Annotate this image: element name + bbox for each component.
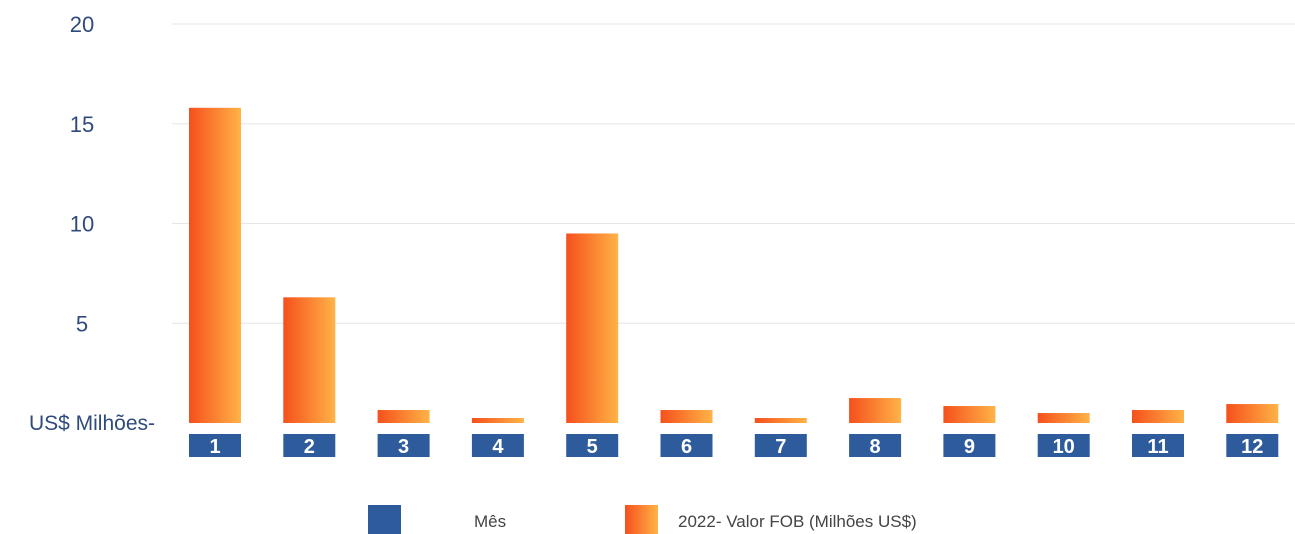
bar-month-1 [189,107,241,423]
month-box-2 [283,434,336,457]
month-label: 2 [304,436,315,458]
legend-swatch-series [625,505,658,534]
month-box-9 [943,434,996,457]
month-labels: 1 2 3 4 5 6 7 8 9 10 11 12 [189,434,1279,458]
month-box-3 [377,434,430,457]
month-label: 9 [964,436,975,458]
month-label: 1 [209,436,220,458]
month-box-12 [1226,434,1279,457]
y-axis-label: US$ Milhões- [29,412,155,435]
month-box-6 [660,434,713,457]
bar-month-12 [1226,404,1279,423]
month-box-5 [566,434,619,457]
y-axis-ticks: 5 10 15 20 [70,12,94,336]
bar-month-3 [377,410,430,423]
month-box-8 [849,434,902,457]
bar-month-7 [754,418,807,423]
month-box-11 [1132,434,1184,457]
bar-month-5 [566,233,619,423]
month-label: 6 [681,436,692,458]
month-box-1 [189,434,241,457]
month-label: 10 [1053,436,1075,458]
legend-swatch-month [368,505,401,534]
bar-month-11 [1132,410,1184,423]
bar-month-4 [471,418,524,423]
bars [189,107,1279,423]
month-box-10 [1037,434,1090,457]
gridlines [172,23,1295,324]
bar-month-9 [943,406,996,423]
bar-month-2 [283,297,336,423]
month-label: 8 [870,436,881,458]
month-label: 11 [1147,436,1168,458]
bar-month-6 [660,410,713,423]
month-box-7 [754,434,807,457]
month-label: 5 [587,436,598,458]
month-label: 4 [492,436,504,458]
month-label: 3 [398,436,409,458]
month-label: 7 [775,436,786,458]
y-tick-label: 10 [70,212,94,237]
y-tick-label: 20 [70,12,94,37]
month-label: 12 [1241,436,1263,458]
y-tick-label: 5 [76,311,88,336]
y-tick-label: 15 [70,112,94,137]
legend-label-series: 2022- Valor FOB (Milhões US$) [678,512,917,531]
month-box-4 [471,434,524,457]
bar-month-8 [849,398,902,423]
legend: Mês 2022- Valor FOB (Milhões US$) [368,505,917,534]
bar-month-10 [1037,413,1090,423]
legend-label-month: Mês [474,512,506,531]
